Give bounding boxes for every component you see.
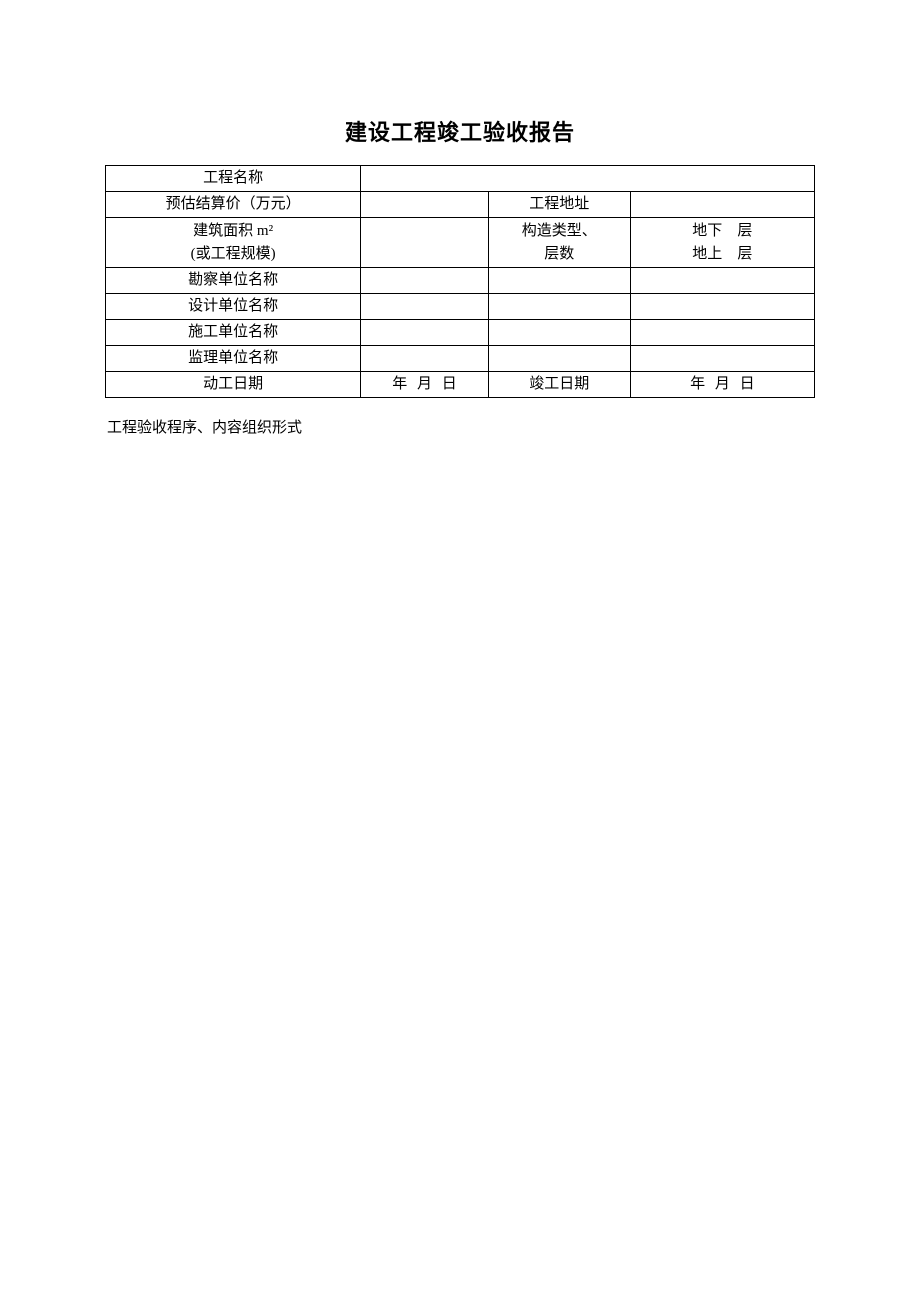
label-structure-type: 构造类型、 层数 [488,218,630,268]
label-completion-date: 竣工日期 [488,372,630,398]
document-title: 建设工程竣工验收报告 [105,115,815,147]
building-area-line2: (或工程规模) [191,246,276,262]
label-project-name: 工程名称 [106,166,361,192]
aboveground-suffix: 层 [737,246,752,262]
table-row: 设计单位名称 [106,294,815,320]
value-design-unit-2 [488,294,630,320]
value-construction-unit-2 [488,320,630,346]
label-building-area: 建筑面积 m² (或工程规模) [106,218,361,268]
value-supervision-unit-3 [630,346,814,372]
value-design-unit-1 [361,294,489,320]
label-estimate-price: 预估结算价（万元） [106,192,361,218]
label-project-address: 工程地址 [488,192,630,218]
structure-type-line1: 构造类型、 [522,223,597,239]
structure-type-line2: 层数 [544,246,574,262]
label-construction-unit: 施工单位名称 [106,320,361,346]
table-row: 施工单位名称 [106,320,815,346]
label-supervision-unit: 监理单位名称 [106,346,361,372]
label-start-date: 动工日期 [106,372,361,398]
value-project-name [361,166,815,192]
underground-prefix: 地下 [692,223,722,239]
label-survey-unit: 勘察单位名称 [106,268,361,294]
value-construction-unit-3 [630,320,814,346]
value-construction-unit-1 [361,320,489,346]
table-row: 勘察单位名称 [106,268,815,294]
table-row: 动工日期 年 月 日 竣工日期 年 月 日 [106,372,815,398]
table-row: 工程名称 [106,166,815,192]
section-heading: 工程验收程序、内容组织形式 [105,416,815,437]
value-estimate-price [361,192,489,218]
value-project-address [630,192,814,218]
value-survey-unit-1 [361,268,489,294]
building-area-line1: 建筑面积 m² [193,223,273,239]
value-survey-unit-2 [488,268,630,294]
value-design-unit-3 [630,294,814,320]
table-row: 预估结算价（万元） 工程地址 [106,192,815,218]
value-supervision-unit-2 [488,346,630,372]
value-supervision-unit-1 [361,346,489,372]
value-building-area [361,218,489,268]
table-row: 建筑面积 m² (或工程规模) 构造类型、 层数 地下 层 地上 层 [106,218,815,268]
value-floors: 地下 层 地上 层 [630,218,814,268]
aboveground-prefix: 地上 [692,246,722,262]
value-survey-unit-3 [630,268,814,294]
underground-suffix: 层 [737,223,752,239]
label-design-unit: 设计单位名称 [106,294,361,320]
table-row: 监理单位名称 [106,346,815,372]
value-completion-date: 年 月 日 [630,372,814,398]
acceptance-form-table: 工程名称 预估结算价（万元） 工程地址 建筑面积 m² (或工程规模) 构造类型… [105,165,815,398]
value-start-date: 年 月 日 [361,372,489,398]
